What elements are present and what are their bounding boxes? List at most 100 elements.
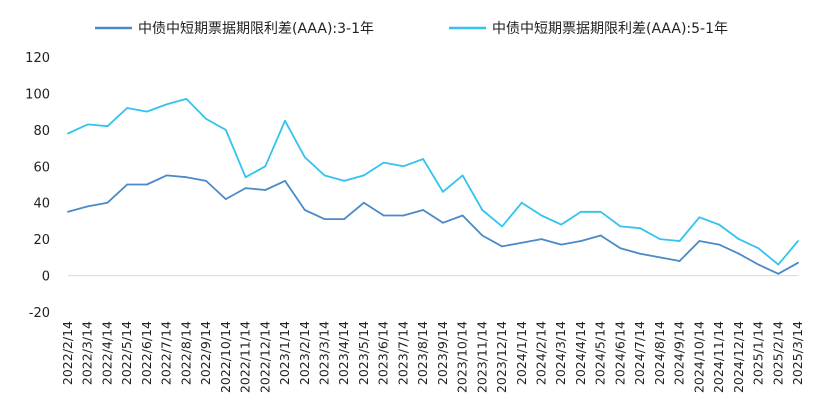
series-0-point [67, 210, 69, 213]
series-1-point [185, 98, 188, 100]
y-tick-label: 0 [42, 270, 50, 285]
x-tick-label: 2022/5/14 [119, 321, 134, 385]
x-tick-label: 2024/6/14 [612, 321, 627, 385]
series-0-point [619, 247, 622, 250]
x-tick-label: 2023/7/14 [395, 321, 410, 385]
x-tick-label: 2022/10/14 [218, 321, 233, 393]
series-1-point [698, 216, 701, 219]
x-tick-label: 2024/8/14 [652, 321, 667, 385]
x-tick-label: 2023/12/14 [494, 321, 509, 393]
x-tick-label: 2023/1/14 [277, 321, 292, 385]
x-tick-label: 2022/9/14 [198, 321, 213, 385]
series-1-point [86, 123, 89, 126]
series-0-point [126, 183, 129, 186]
series-0-point [244, 187, 247, 190]
series-1-point [481, 209, 484, 211]
series-0-point [501, 245, 503, 248]
y-tick-label: 60 [33, 160, 50, 175]
x-tick-label: 2024/7/14 [632, 321, 647, 385]
x-tick-label: 2023/5/14 [356, 321, 371, 385]
y-tick-label: 80 [33, 124, 50, 139]
x-tick-label: 2023/10/14 [455, 321, 470, 393]
series-1-point [501, 225, 503, 228]
series-1-point [244, 176, 247, 179]
series-0-point [777, 272, 780, 275]
y-tick-label: 40 [33, 197, 50, 212]
series-1-point [106, 125, 109, 128]
series-1-point [777, 263, 780, 266]
series-0-point [422, 209, 424, 211]
series-1-point [343, 180, 346, 182]
series-0-point [382, 214, 385, 217]
series-0-point [363, 201, 365, 204]
series-1-point [323, 174, 326, 177]
y-tick-label: 100 [25, 87, 50, 102]
y-tick-label: 20 [33, 233, 50, 248]
series-1-point [678, 240, 681, 242]
series-1-point [67, 132, 69, 135]
x-tick-label: 2024/1/14 [514, 321, 529, 385]
x-tick-label: 2022/12/14 [257, 321, 272, 393]
series-1-point [126, 107, 129, 109]
series-1-point [718, 223, 720, 226]
legend-label-5-1: 中债中短期票据期限利差(AAA):5-1年 [492, 21, 728, 37]
series-0-point [698, 240, 701, 242]
series-0-point [757, 263, 760, 266]
x-tick-label: 2022/8/14 [178, 321, 193, 385]
x-tick-label: 2025/3/14 [790, 321, 805, 385]
series-0-point [343, 218, 346, 221]
series-1-point [284, 119, 286, 122]
series-0-point [205, 180, 208, 182]
x-tick-label: 2025/2/14 [770, 321, 785, 385]
series-0-point [678, 260, 681, 262]
y-tick-label: 120 [25, 51, 50, 66]
series-1-point [757, 247, 760, 250]
series-0-point [737, 252, 740, 255]
series-1-point [442, 190, 444, 193]
series-1-point [659, 238, 661, 241]
series-1-point [264, 165, 267, 168]
series-1-point [540, 214, 543, 217]
x-tick-label: 2022/7/14 [159, 321, 174, 385]
series-1-point [580, 210, 582, 213]
series-0-point [402, 214, 405, 217]
x-tick-label: 2023/11/14 [474, 321, 489, 393]
series-1-point [146, 110, 148, 113]
series-0-point [639, 252, 642, 255]
legend-label-3-1: 中债中短期票据期限利差(AAA):3-1年 [138, 21, 374, 37]
series-1-point [737, 238, 740, 241]
series-1-point [619, 225, 622, 228]
x-tick-label: 2024/12/14 [731, 321, 746, 393]
series-0-point [580, 240, 582, 242]
series-0-point [797, 261, 799, 264]
series-1-point [224, 129, 227, 131]
series-0-point [481, 234, 484, 237]
series-0-point [599, 234, 602, 237]
series-0-point [718, 243, 720, 246]
series-0-point [165, 174, 168, 177]
x-axis: 2022/2/14 2022/3/14 2022/4/14 2022/5/14 2022… [60, 321, 805, 393]
x-tick-label: 2024/4/14 [573, 321, 588, 385]
x-tick-label: 2023/8/14 [415, 321, 430, 385]
series-1-point [461, 174, 464, 177]
series-1-point [303, 156, 306, 159]
series-0-point [659, 256, 661, 259]
x-tick-label: 2023/2/14 [297, 321, 312, 385]
series-0-point [560, 243, 563, 246]
series-1-point [639, 227, 642, 230]
series-0-point [520, 241, 523, 244]
x-tick-label: 2022/3/14 [80, 321, 95, 385]
series-1-point [599, 210, 602, 213]
series-1-point [422, 158, 424, 160]
x-tick-label: 2025/1/14 [751, 321, 766, 385]
x-tick-label: 2022/2/14 [60, 321, 75, 385]
series-0-point [264, 189, 267, 191]
series-line-0 [67, 174, 799, 275]
x-tick-label: 2024/3/14 [553, 321, 568, 385]
series-0-point [461, 214, 464, 217]
series-0-point [540, 238, 543, 241]
series-0-point [303, 209, 306, 211]
x-tick-label: 2022/11/14 [238, 321, 253, 393]
series-0-point [224, 198, 227, 201]
